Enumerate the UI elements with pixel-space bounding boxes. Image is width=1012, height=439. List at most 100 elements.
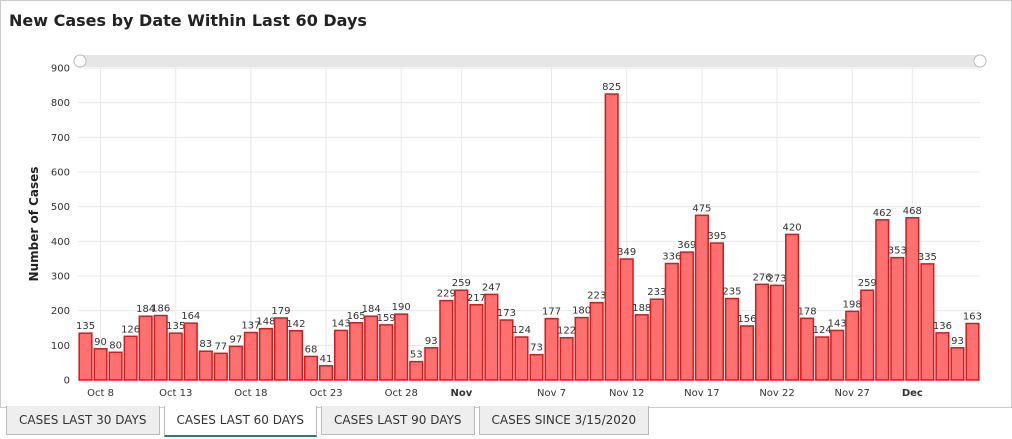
data-label: 148 xyxy=(256,317,275,328)
scroll-handle[interactable] xyxy=(73,54,87,68)
bar xyxy=(454,289,469,381)
bar xyxy=(439,299,454,381)
data-label: 80 xyxy=(109,340,122,351)
bar xyxy=(379,324,394,381)
data-label: 156 xyxy=(737,314,756,325)
y-tick-label: 0 xyxy=(64,376,70,387)
data-label: 369 xyxy=(677,240,696,251)
data-label: 247 xyxy=(482,282,501,293)
bar xyxy=(424,347,439,381)
bar xyxy=(845,310,860,381)
y-tick-label: 700 xyxy=(51,133,70,144)
data-label: 143 xyxy=(828,318,847,329)
x-tick-label: Nov 22 xyxy=(759,388,794,399)
data-label: 349 xyxy=(617,247,636,258)
y-tick-label: 200 xyxy=(51,306,70,317)
bar xyxy=(364,315,379,381)
bar xyxy=(78,332,93,381)
bar xyxy=(469,304,484,381)
data-label: 336 xyxy=(662,252,681,263)
bar xyxy=(93,348,108,381)
x-tick-label: Oct 23 xyxy=(309,388,342,399)
data-label: 420 xyxy=(783,222,802,233)
bar xyxy=(769,284,785,381)
x-tick-label: Dec xyxy=(902,388,923,399)
bar xyxy=(138,315,153,381)
x-tick-label: Nov xyxy=(450,388,472,399)
data-label: 229 xyxy=(437,289,456,300)
chart: Number of Cases 0 100 200 300 400 500 600 700 800… xyxy=(27,54,987,399)
data-label: 395 xyxy=(707,231,726,242)
data-label: 142 xyxy=(286,319,305,330)
bar xyxy=(890,256,905,381)
bar xyxy=(514,336,529,381)
tab[interactable]: CASES LAST 60 DAYS xyxy=(163,406,317,437)
data-label: 468 xyxy=(903,206,922,217)
data-label: 163 xyxy=(963,311,982,322)
tab[interactable]: CASES LAST 30 DAYS xyxy=(6,406,160,435)
bar xyxy=(228,345,243,381)
bar xyxy=(965,322,980,381)
y-tick-label: 600 xyxy=(51,168,70,179)
data-label: 68 xyxy=(305,344,318,355)
y-axis-title: Number of Cases xyxy=(27,167,41,282)
data-label: 135 xyxy=(76,321,95,332)
data-label: 126 xyxy=(121,324,140,335)
data-label: 124 xyxy=(813,325,832,336)
data-label: 198 xyxy=(843,299,862,310)
data-label: 259 xyxy=(858,278,877,289)
bar xyxy=(935,332,950,381)
data-label: 137 xyxy=(241,321,260,332)
bar xyxy=(198,350,213,381)
scroll-handle[interactable] xyxy=(973,54,987,68)
data-label: 97 xyxy=(229,334,242,345)
x-tick-label: Nov 17 xyxy=(684,388,719,399)
data-label: 77 xyxy=(214,341,227,352)
y-tick-label: 400 xyxy=(51,237,70,248)
bar xyxy=(860,289,875,381)
data-label: 177 xyxy=(542,307,561,318)
data-label: 235 xyxy=(722,287,741,298)
data-label: 73 xyxy=(530,343,543,354)
data-label: 825 xyxy=(602,82,621,93)
bar xyxy=(484,293,499,381)
y-tick-label: 900 xyxy=(51,64,70,75)
tab[interactable]: CASES SINCE 3/15/2020 xyxy=(478,406,650,435)
bar xyxy=(724,297,740,381)
data-label: 186 xyxy=(151,304,170,315)
bar xyxy=(529,353,544,381)
x-tick-label: Nov 7 xyxy=(537,388,566,399)
y-tick-label: 100 xyxy=(51,341,70,352)
data-label: 475 xyxy=(692,203,711,214)
bar xyxy=(574,316,589,381)
bar xyxy=(153,314,168,381)
bar xyxy=(679,251,694,381)
data-label: 180 xyxy=(572,306,591,317)
data-label: 83 xyxy=(199,339,212,350)
bar xyxy=(709,242,724,381)
data-label: 179 xyxy=(271,306,290,317)
bar xyxy=(950,347,965,381)
data-label: 93 xyxy=(951,336,964,347)
data-label: 135 xyxy=(166,321,185,332)
bar xyxy=(123,335,138,381)
bar xyxy=(243,331,258,381)
bar xyxy=(318,365,334,381)
data-label: 188 xyxy=(632,303,651,314)
bar xyxy=(394,313,409,381)
data-label: 353 xyxy=(888,246,907,257)
scrollbar[interactable] xyxy=(78,55,982,67)
bar xyxy=(785,233,800,381)
data-label: 259 xyxy=(452,278,471,289)
bar xyxy=(213,352,228,381)
bar xyxy=(905,217,920,381)
bar xyxy=(559,336,574,381)
data-label: 184 xyxy=(136,304,155,315)
tab[interactable]: CASES LAST 90 DAYS xyxy=(321,406,475,435)
data-label: 462 xyxy=(873,208,892,219)
data-label: 122 xyxy=(557,326,576,337)
x-tick-label: Oct 8 xyxy=(87,388,114,399)
data-label: 165 xyxy=(347,311,366,322)
data-label: 223 xyxy=(587,291,606,302)
